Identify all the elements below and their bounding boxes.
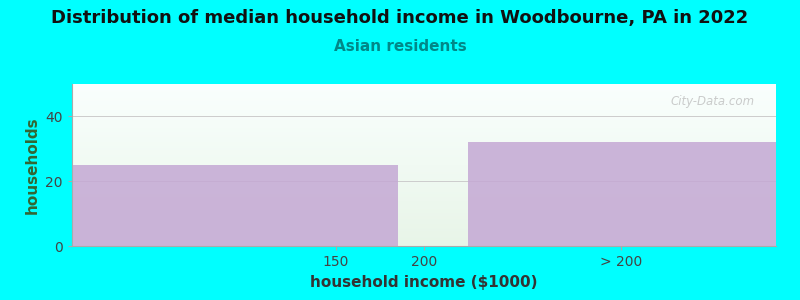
Y-axis label: households: households	[25, 116, 40, 214]
Text: Distribution of median household income in Woodbourne, PA in 2022: Distribution of median household income …	[51, 9, 749, 27]
Bar	[72, 165, 398, 246]
Text: City-Data.com: City-Data.com	[670, 95, 755, 108]
Text: Asian residents: Asian residents	[334, 39, 466, 54]
Bar	[468, 142, 776, 246]
X-axis label: household income ($1000): household income ($1000)	[310, 274, 538, 290]
